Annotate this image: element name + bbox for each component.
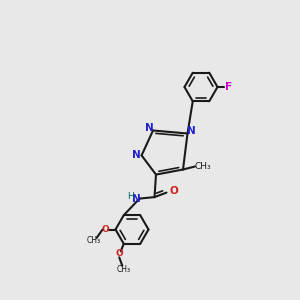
Text: N: N xyxy=(145,123,154,133)
Text: F: F xyxy=(225,82,232,92)
Text: N: N xyxy=(187,126,196,136)
Text: O: O xyxy=(116,249,123,258)
Text: CH₃: CH₃ xyxy=(86,236,101,245)
Text: N: N xyxy=(131,194,140,204)
Text: N: N xyxy=(132,150,141,161)
Text: CH₃: CH₃ xyxy=(117,265,131,274)
Text: H: H xyxy=(127,192,134,201)
Text: O: O xyxy=(101,225,109,234)
Text: CH₃: CH₃ xyxy=(194,162,211,171)
Text: O: O xyxy=(169,186,178,196)
